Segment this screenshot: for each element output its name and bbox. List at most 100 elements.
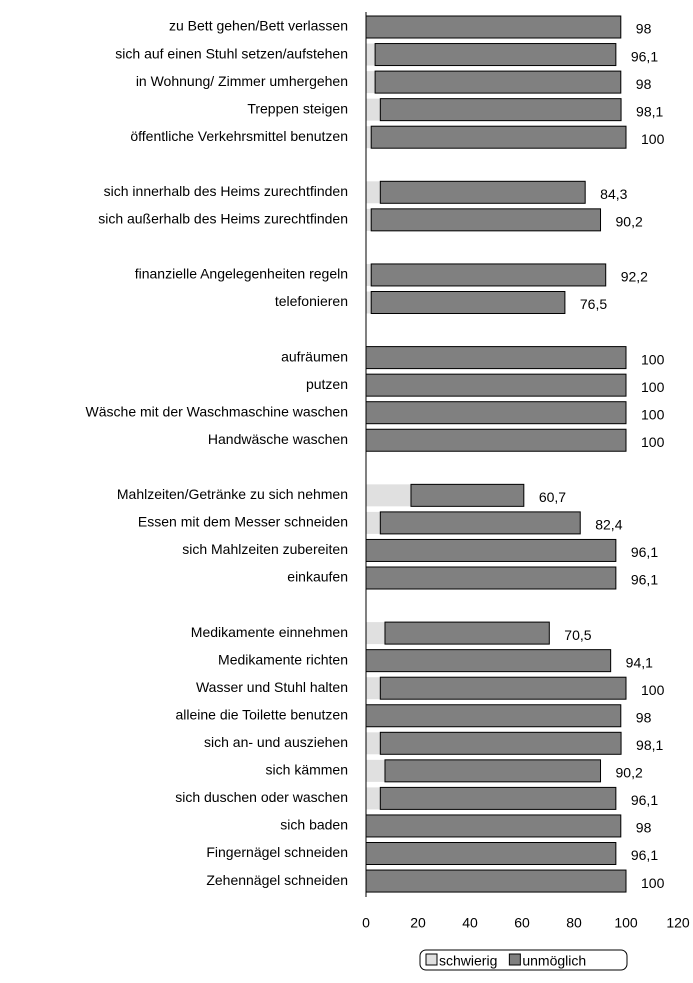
bar-segment — [366, 263, 372, 286]
bar-segment — [379, 511, 581, 535]
bar-segment — [366, 208, 372, 231]
category-label: aufräumen — [281, 348, 348, 364]
value-label: 60,7 — [539, 489, 566, 505]
bar-segment — [365, 704, 622, 728]
bar-segment — [366, 126, 372, 149]
value-label: 94,1 — [626, 654, 653, 670]
value-label: 98 — [636, 76, 652, 92]
legend-label: unmöglich — [522, 953, 586, 969]
x-tick-label: 20 — [410, 915, 426, 931]
bar-segment — [370, 208, 602, 232]
category-label: sich an- und ausziehen — [204, 734, 348, 750]
bar-segment — [366, 291, 372, 314]
category-label: finanzielle Angelegenheiten regeln — [135, 266, 348, 282]
bar-segment — [365, 649, 612, 673]
bar-segment — [365, 869, 627, 893]
category-label: Wasser und Stuhl halten — [196, 679, 348, 695]
x-tick-label: 40 — [462, 915, 478, 931]
category-label: Medikamente richten — [218, 651, 348, 667]
category-label: Handwäsche waschen — [208, 431, 348, 447]
bar-segment — [366, 71, 376, 94]
x-tick-label: 120 — [666, 915, 690, 931]
value-label: 92,2 — [621, 269, 648, 285]
bar-segment — [370, 291, 566, 314]
x-tick-label: 80 — [566, 915, 582, 931]
category-label: zu Bett gehen/Bett verlassen — [169, 18, 348, 34]
legend-label: schwierig — [439, 953, 497, 969]
bar-segment — [365, 566, 617, 590]
bar-segment — [379, 98, 622, 122]
bar-segment — [374, 70, 622, 94]
value-label: 90,2 — [616, 765, 643, 781]
bar-segment — [366, 181, 381, 204]
bar-segment — [365, 538, 617, 562]
bar-segment — [365, 373, 627, 397]
legend-box — [419, 949, 628, 971]
legend-swatch — [425, 953, 438, 966]
bar-segment — [366, 677, 381, 700]
value-label: 100 — [641, 379, 665, 395]
category-label: sich Mahlzeiten zubereiten — [182, 541, 348, 557]
bar-segment — [365, 842, 617, 865]
category-label: sich auf einen Stuhl setzen/aufstehen — [115, 45, 348, 61]
category-label: alleine die Toilette benutzen — [175, 706, 348, 722]
bar-segment — [379, 180, 586, 204]
value-label: 100 — [641, 434, 665, 450]
value-label: 98 — [636, 820, 652, 836]
value-label: 98,1 — [636, 103, 663, 119]
bar-segment — [366, 484, 411, 507]
value-label: 100 — [641, 682, 665, 698]
value-label: 96,1 — [631, 544, 658, 560]
bar-segment — [384, 621, 550, 645]
category-label: sich baden — [280, 817, 348, 833]
category-label: sich innerhalb des Heims zurechtfinden — [104, 183, 348, 199]
bar-segment — [374, 43, 617, 67]
category-label: putzen — [306, 376, 348, 392]
value-label: 70,5 — [564, 627, 591, 643]
bar-segment — [370, 263, 607, 287]
category-label: sich duschen oder waschen — [175, 789, 348, 805]
value-label: 96,1 — [631, 792, 658, 808]
bar-segment — [370, 125, 627, 149]
bar-segment — [365, 15, 622, 39]
bar-segment — [365, 814, 622, 838]
bar-segment — [365, 346, 627, 370]
value-label: 100 — [641, 131, 665, 147]
category-label: Wäsche mit der Waschmaschine waschen — [86, 403, 348, 419]
category-label: Zehennägel schneiden — [206, 872, 348, 888]
category-label: Medikamente einnehmen — [191, 624, 348, 640]
value-label: 96,1 — [631, 847, 658, 863]
bar-segment — [379, 676, 627, 700]
bar-segment — [384, 759, 602, 783]
value-label: 84,3 — [600, 186, 627, 202]
bar-segment — [366, 759, 385, 782]
bar-segment — [365, 428, 627, 452]
value-label: 98 — [636, 709, 652, 725]
category-label: in Wohnung/ Zimmer umhergehen — [136, 73, 348, 89]
category-label: Essen mit dem Messer schneiden — [138, 514, 348, 530]
category-label: Fingernägel schneiden — [206, 844, 348, 860]
bar-segment — [366, 787, 381, 810]
value-label: 100 — [641, 406, 665, 422]
value-label: 76,5 — [580, 296, 607, 312]
bar-segment — [379, 786, 617, 810]
bar-segment — [366, 511, 381, 534]
x-tick-label: 100 — [614, 915, 638, 931]
bar-segment — [366, 43, 376, 66]
bar-segment — [410, 483, 525, 507]
value-label: 100 — [641, 875, 665, 891]
bar-segment — [366, 622, 385, 645]
category-label: telefonieren — [275, 293, 348, 309]
category-label: einkaufen — [287, 569, 348, 585]
value-label: 100 — [641, 351, 665, 367]
category-label: sich kämmen — [266, 762, 348, 778]
value-label: 98 — [636, 21, 652, 37]
bar-segment — [365, 401, 627, 425]
value-label: 96,1 — [631, 572, 658, 588]
bar-segment — [366, 98, 381, 121]
category-label: Treppen steigen — [247, 100, 348, 116]
bar-segment — [379, 731, 622, 755]
value-label: 98,1 — [636, 737, 663, 753]
value-label: 90,2 — [616, 214, 643, 230]
